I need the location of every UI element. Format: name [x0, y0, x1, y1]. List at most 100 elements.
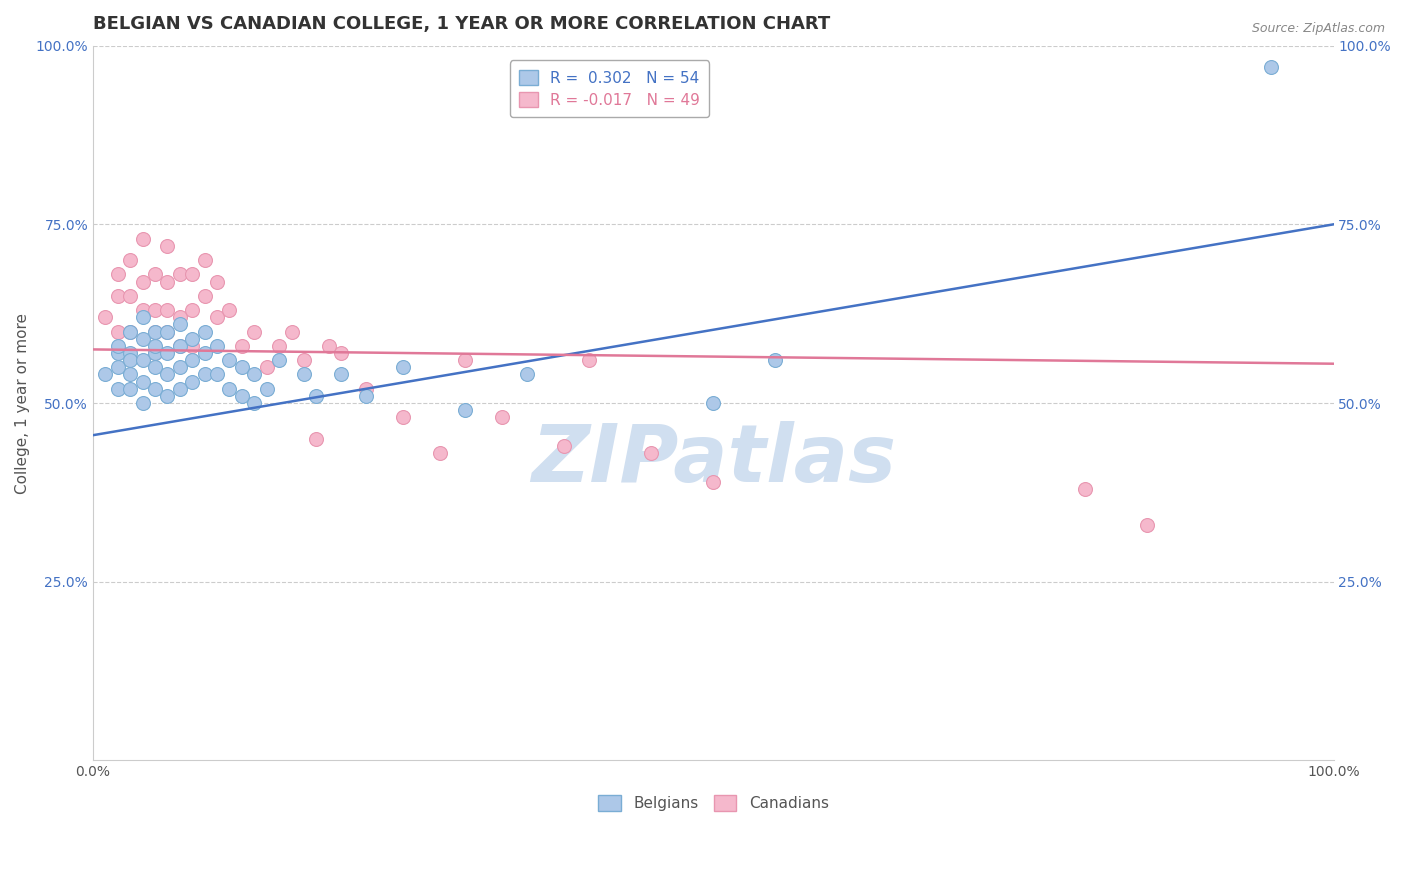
- Point: [392, 360, 415, 375]
- Point: [156, 325, 179, 339]
- Point: [454, 353, 477, 368]
- Point: [156, 275, 179, 289]
- Point: [231, 339, 253, 353]
- Point: [169, 339, 191, 353]
- Point: [169, 268, 191, 282]
- Point: [243, 368, 266, 382]
- Point: [243, 396, 266, 410]
- Legend: Belgians, Canadians: Belgians, Canadians: [592, 789, 835, 817]
- Point: [143, 346, 166, 360]
- Point: [181, 375, 204, 389]
- Point: [429, 446, 451, 460]
- Point: [156, 239, 179, 253]
- Point: [292, 368, 315, 382]
- Point: [205, 339, 228, 353]
- Point: [120, 253, 142, 268]
- Point: [491, 410, 513, 425]
- Point: [231, 360, 253, 375]
- Text: ZIPatlas: ZIPatlas: [531, 421, 896, 500]
- Point: [131, 353, 153, 368]
- Point: [131, 375, 153, 389]
- Point: [107, 360, 129, 375]
- Point: [330, 368, 353, 382]
- Point: [131, 396, 153, 410]
- Point: [143, 346, 166, 360]
- Point: [280, 325, 302, 339]
- Point: [231, 389, 253, 403]
- Point: [763, 353, 786, 368]
- Point: [640, 446, 662, 460]
- Point: [553, 439, 575, 453]
- Point: [516, 368, 538, 382]
- Point: [205, 310, 228, 325]
- Point: [107, 339, 129, 353]
- Point: [218, 353, 240, 368]
- Point: [330, 346, 353, 360]
- Point: [292, 353, 315, 368]
- Point: [120, 325, 142, 339]
- Point: [702, 396, 724, 410]
- Point: [131, 232, 153, 246]
- Point: [107, 346, 129, 360]
- Point: [269, 339, 291, 353]
- Point: [120, 368, 142, 382]
- Point: [156, 389, 179, 403]
- Point: [143, 268, 166, 282]
- Point: [1136, 517, 1159, 532]
- Point: [181, 339, 204, 353]
- Point: [318, 339, 340, 353]
- Point: [256, 360, 278, 375]
- Point: [1260, 60, 1282, 74]
- Point: [181, 332, 204, 346]
- Point: [354, 389, 377, 403]
- Point: [143, 339, 166, 353]
- Point: [156, 303, 179, 318]
- Point: [107, 382, 129, 396]
- Point: [181, 303, 204, 318]
- Point: [578, 353, 600, 368]
- Point: [143, 325, 166, 339]
- Point: [169, 339, 191, 353]
- Point: [256, 382, 278, 396]
- Point: [156, 346, 179, 360]
- Point: [194, 253, 217, 268]
- Point: [354, 382, 377, 396]
- Point: [169, 360, 191, 375]
- Point: [107, 289, 129, 303]
- Point: [120, 353, 142, 368]
- Point: [94, 310, 117, 325]
- Point: [143, 325, 166, 339]
- Point: [143, 303, 166, 318]
- Point: [205, 275, 228, 289]
- Point: [169, 318, 191, 332]
- Point: [702, 475, 724, 489]
- Point: [107, 268, 129, 282]
- Point: [181, 268, 204, 282]
- Point: [194, 289, 217, 303]
- Point: [107, 325, 129, 339]
- Point: [131, 303, 153, 318]
- Point: [1074, 482, 1097, 496]
- Point: [194, 346, 217, 360]
- Text: BELGIAN VS CANADIAN COLLEGE, 1 YEAR OR MORE CORRELATION CHART: BELGIAN VS CANADIAN COLLEGE, 1 YEAR OR M…: [93, 15, 831, 33]
- Y-axis label: College, 1 year or more: College, 1 year or more: [15, 312, 30, 493]
- Point: [120, 346, 142, 360]
- Point: [269, 353, 291, 368]
- Point: [205, 368, 228, 382]
- Point: [243, 325, 266, 339]
- Point: [156, 325, 179, 339]
- Point: [131, 275, 153, 289]
- Point: [169, 310, 191, 325]
- Point: [218, 303, 240, 318]
- Point: [218, 382, 240, 396]
- Point: [169, 382, 191, 396]
- Point: [392, 410, 415, 425]
- Point: [194, 325, 217, 339]
- Point: [120, 382, 142, 396]
- Point: [131, 310, 153, 325]
- Point: [181, 353, 204, 368]
- Point: [143, 382, 166, 396]
- Point: [131, 332, 153, 346]
- Point: [305, 389, 328, 403]
- Point: [194, 368, 217, 382]
